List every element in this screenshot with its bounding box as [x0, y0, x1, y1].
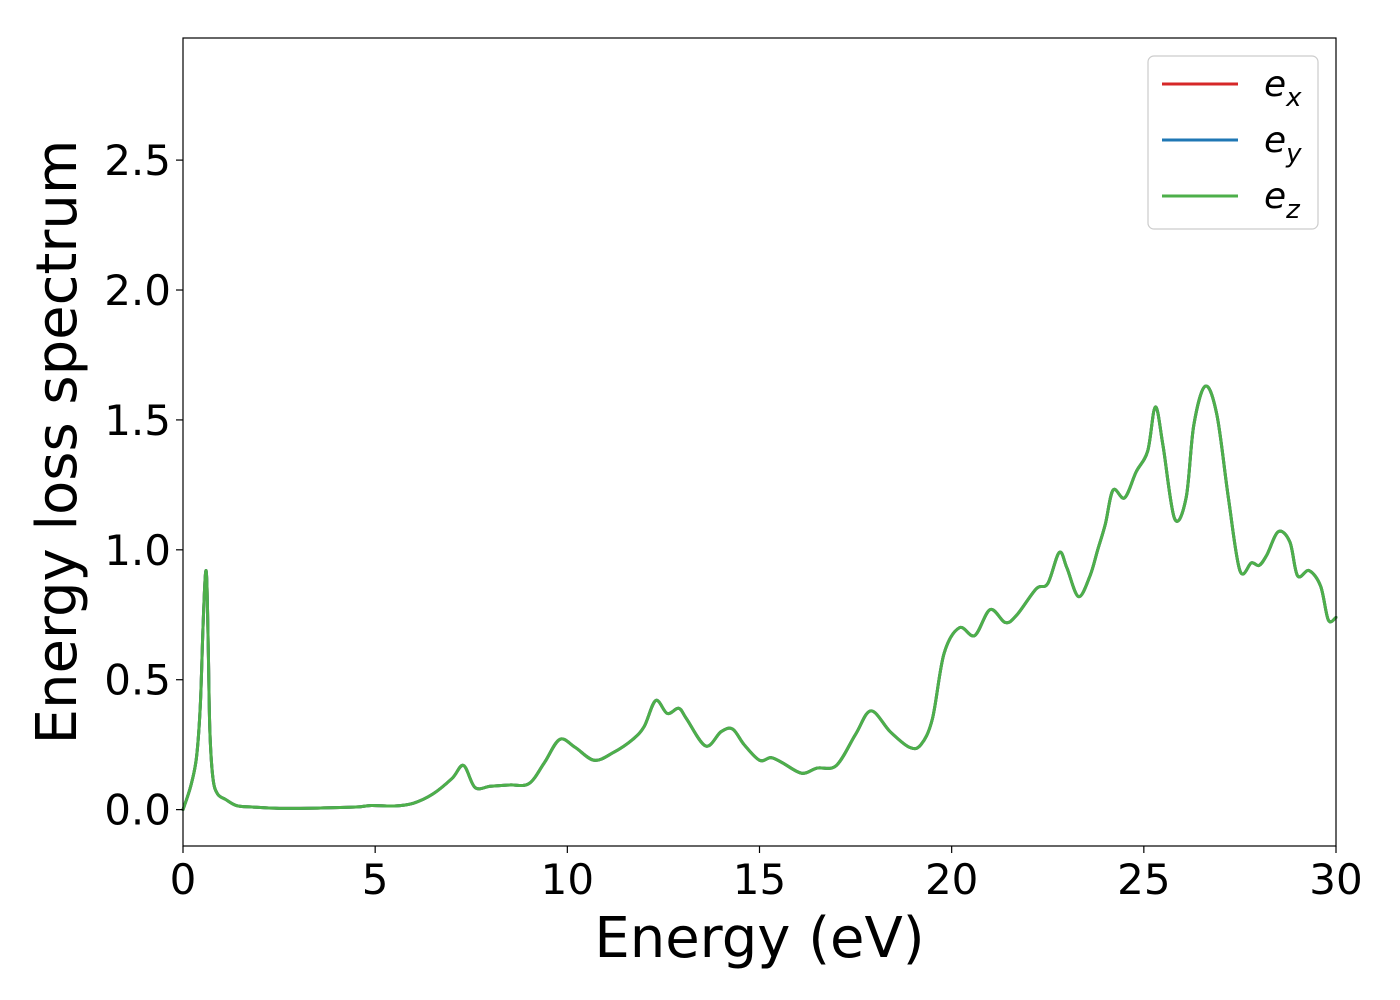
x-tick-label: 25 [1117, 855, 1170, 904]
x-tick-label: 5 [362, 855, 389, 904]
x-tick-label: 15 [733, 855, 786, 904]
legend-box [1147, 55, 1319, 230]
series-layer [181, 384, 1338, 812]
y-tick-label: 2.5 [104, 136, 171, 185]
x-tick-label: 10 [541, 855, 594, 904]
y-tick-label: 2.0 [104, 266, 171, 315]
x-axis-title: Energy (eV) [594, 906, 924, 971]
x-tick-label: 20 [925, 855, 978, 904]
x-tick-label: 0 [170, 855, 197, 904]
y-tick-label: 0.0 [104, 786, 171, 835]
y-axis-title: Energy loss spectrum [25, 140, 90, 745]
x-axis-ticks: 0 5 10 15 20 25 30 [170, 846, 1363, 904]
y-tick-label: 1.0 [104, 526, 171, 575]
y-axis-ticks: 0.0 0.5 1.0 1.5 2.0 2.5 [104, 136, 183, 835]
series-line-e-z [181, 384, 1338, 812]
y-tick-label: 1.5 [104, 396, 171, 445]
y-tick-label: 0.5 [104, 656, 171, 705]
x-tick-label: 30 [1309, 855, 1362, 904]
